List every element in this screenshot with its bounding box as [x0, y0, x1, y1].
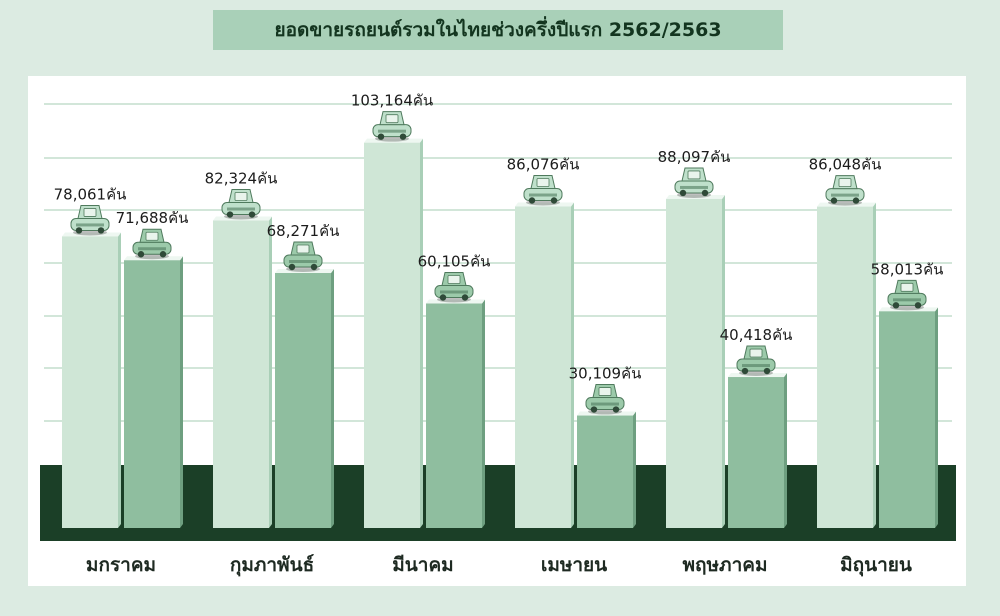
bar-face: [817, 206, 873, 528]
car-icon: [221, 189, 261, 220]
car-icon: [585, 384, 625, 415]
data-label: 60,105คัน: [418, 253, 491, 271]
bar-side: [180, 256, 183, 528]
car-icon: [70, 204, 110, 236]
bar-side: [571, 202, 574, 528]
bar-face: [275, 273, 331, 528]
bar-top: [62, 232, 121, 237]
bar: 60,105คัน: [418, 253, 491, 528]
bar-side: [331, 269, 334, 528]
bar-face: [879, 311, 935, 528]
bar-side: [118, 232, 121, 528]
bar-side: [784, 373, 787, 528]
bar: 30,109คัน: [569, 365, 642, 528]
data-label: 86,048คัน: [809, 156, 882, 174]
data-label: 40,418คัน: [720, 326, 793, 344]
bar: 58,013คัน: [871, 260, 944, 528]
bar-face: [124, 260, 180, 528]
bar-side: [935, 307, 938, 528]
data-label: 86,076คัน: [507, 156, 580, 174]
bar: 78,061คัน: [54, 185, 127, 528]
bar-face: [62, 236, 118, 528]
bar: 82,324คัน: [205, 170, 278, 528]
data-label: 30,109คัน: [569, 365, 642, 383]
bar-top: [213, 216, 272, 221]
car-icon: [283, 241, 323, 273]
car-icon: [372, 111, 412, 142]
category-label: มิถุนายน: [840, 554, 912, 577]
category-label: พฤษภาคม: [683, 554, 768, 576]
bar: 68,271คัน: [267, 222, 340, 528]
bar: 86,076คัน: [507, 156, 580, 528]
bar-top: [426, 299, 485, 304]
bar-side: [420, 138, 423, 528]
chart-title: ยอดขายรถยนต์รวมในไทยช่วงครึ่งปีแรก 2562/…: [213, 10, 783, 50]
bar-face: [213, 220, 269, 528]
bar-side: [722, 194, 725, 528]
bar-side: [633, 411, 636, 528]
bar-face: [666, 198, 722, 528]
bar-top: [515, 202, 574, 207]
bar-face: [515, 206, 571, 528]
bar-top: [364, 138, 423, 143]
data-label: 82,324คัน: [205, 170, 278, 188]
bar-face: [577, 415, 633, 528]
data-label: 71,688คัน: [116, 209, 189, 227]
category-label: กุมภาพันธ์: [230, 554, 314, 577]
bar-top: [275, 269, 334, 274]
car-icon: [736, 345, 776, 377]
car-icon: [523, 175, 563, 206]
bar-top: [728, 373, 787, 378]
bar: 40,418คัน: [720, 326, 793, 528]
bar-side: [269, 216, 272, 528]
bar-top: [817, 202, 876, 207]
bar-face: [426, 303, 482, 528]
car-icon: [825, 175, 865, 206]
bar-top: [577, 411, 636, 416]
category-label: เมษายน: [541, 554, 607, 576]
bar-top: [666, 194, 725, 199]
bar-top: [124, 256, 183, 261]
car-icon: [132, 228, 172, 260]
bar-side: [482, 299, 485, 528]
car-icon: [674, 167, 714, 198]
bar: 71,688คัน: [116, 209, 189, 528]
bar: 88,097คัน: [658, 148, 731, 528]
bar-face: [364, 142, 420, 528]
base-band: [40, 465, 956, 541]
data-label: 68,271คัน: [267, 222, 340, 240]
bar-side: [873, 202, 876, 528]
category-label: มีนาคม: [392, 554, 453, 576]
grid-lines: [44, 103, 952, 422]
bar-top: [879, 307, 938, 312]
car-icon: [434, 272, 474, 303]
bar: 103,164คัน: [351, 92, 433, 528]
data-label: 88,097คัน: [658, 148, 731, 166]
data-label: 103,164คัน: [351, 92, 433, 110]
bars: 78,061คัน 71,688คัน 82,324คัน 68,271คัน 103,…: [54, 92, 944, 528]
car-icon: [887, 279, 927, 311]
data-label: 78,061คัน: [54, 185, 127, 203]
bar: 86,048คัน: [809, 156, 882, 528]
data-label: 58,013คัน: [871, 260, 944, 278]
bar-face: [728, 377, 784, 528]
category-label: มกราคม: [86, 554, 156, 576]
